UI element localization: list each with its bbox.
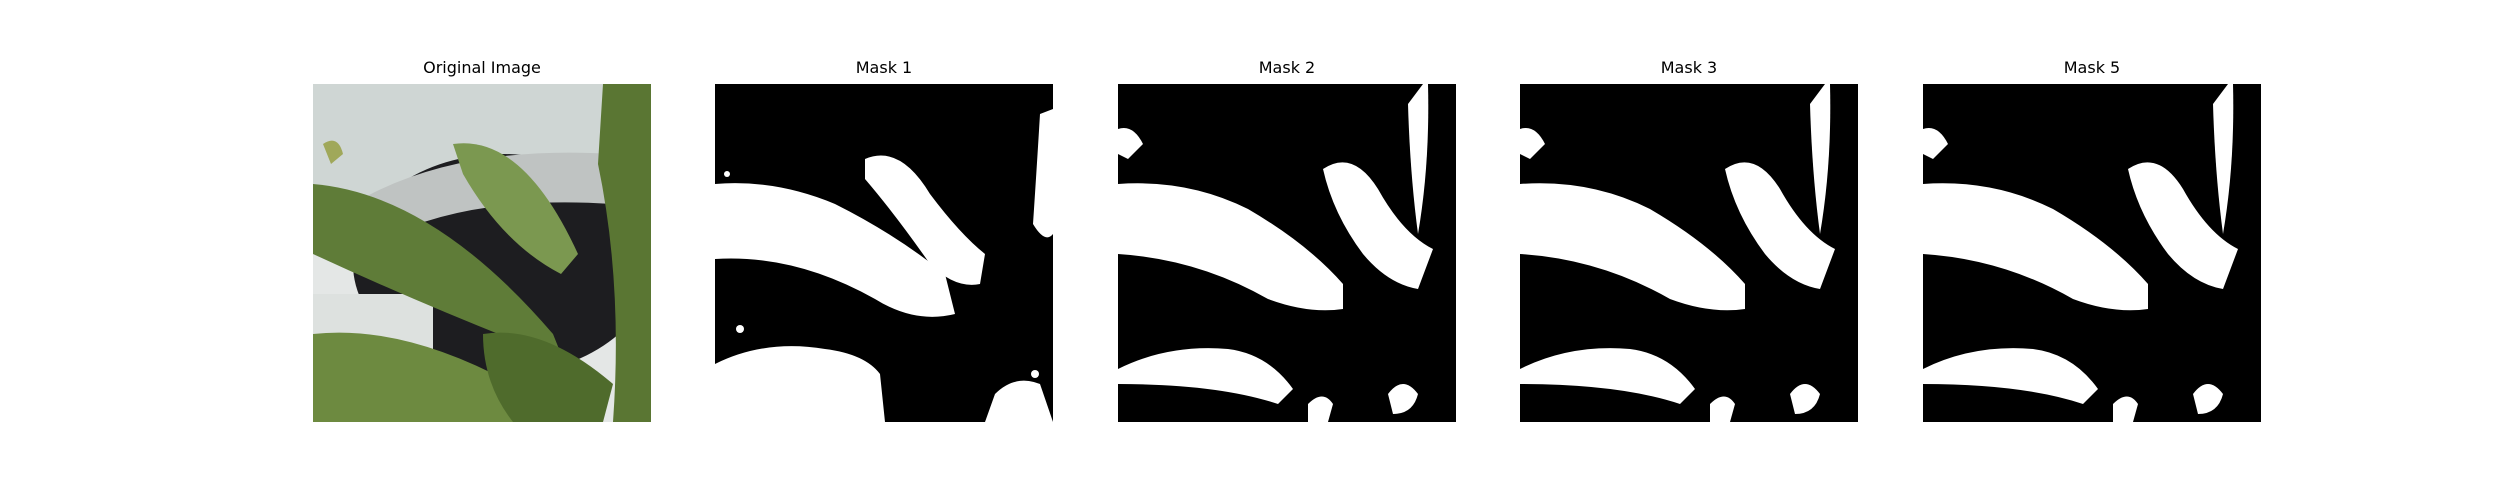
panel-mask-3: Mask 3 [1520,58,1858,434]
panel-title: Mask 3 [1660,58,1718,77]
panel-original-image: Original Image [313,58,651,434]
panel-mask-2: Mask 2 [1118,58,1456,434]
mask-5-image [1923,84,2261,422]
panel-mask-1: Mask 1 [715,58,1053,434]
mask-3-image [1520,84,1858,422]
mask-2-image [1118,84,1456,422]
panel-mask-5: Mask 5 [1923,58,2261,434]
panel-title: Mask 5 [2063,58,2121,77]
panel-title: Original Image [423,58,541,77]
panel-title: Mask 1 [855,58,913,77]
original-photo [313,84,651,422]
panel-title: Mask 2 [1258,58,1316,77]
mask-1-image [715,84,1053,422]
